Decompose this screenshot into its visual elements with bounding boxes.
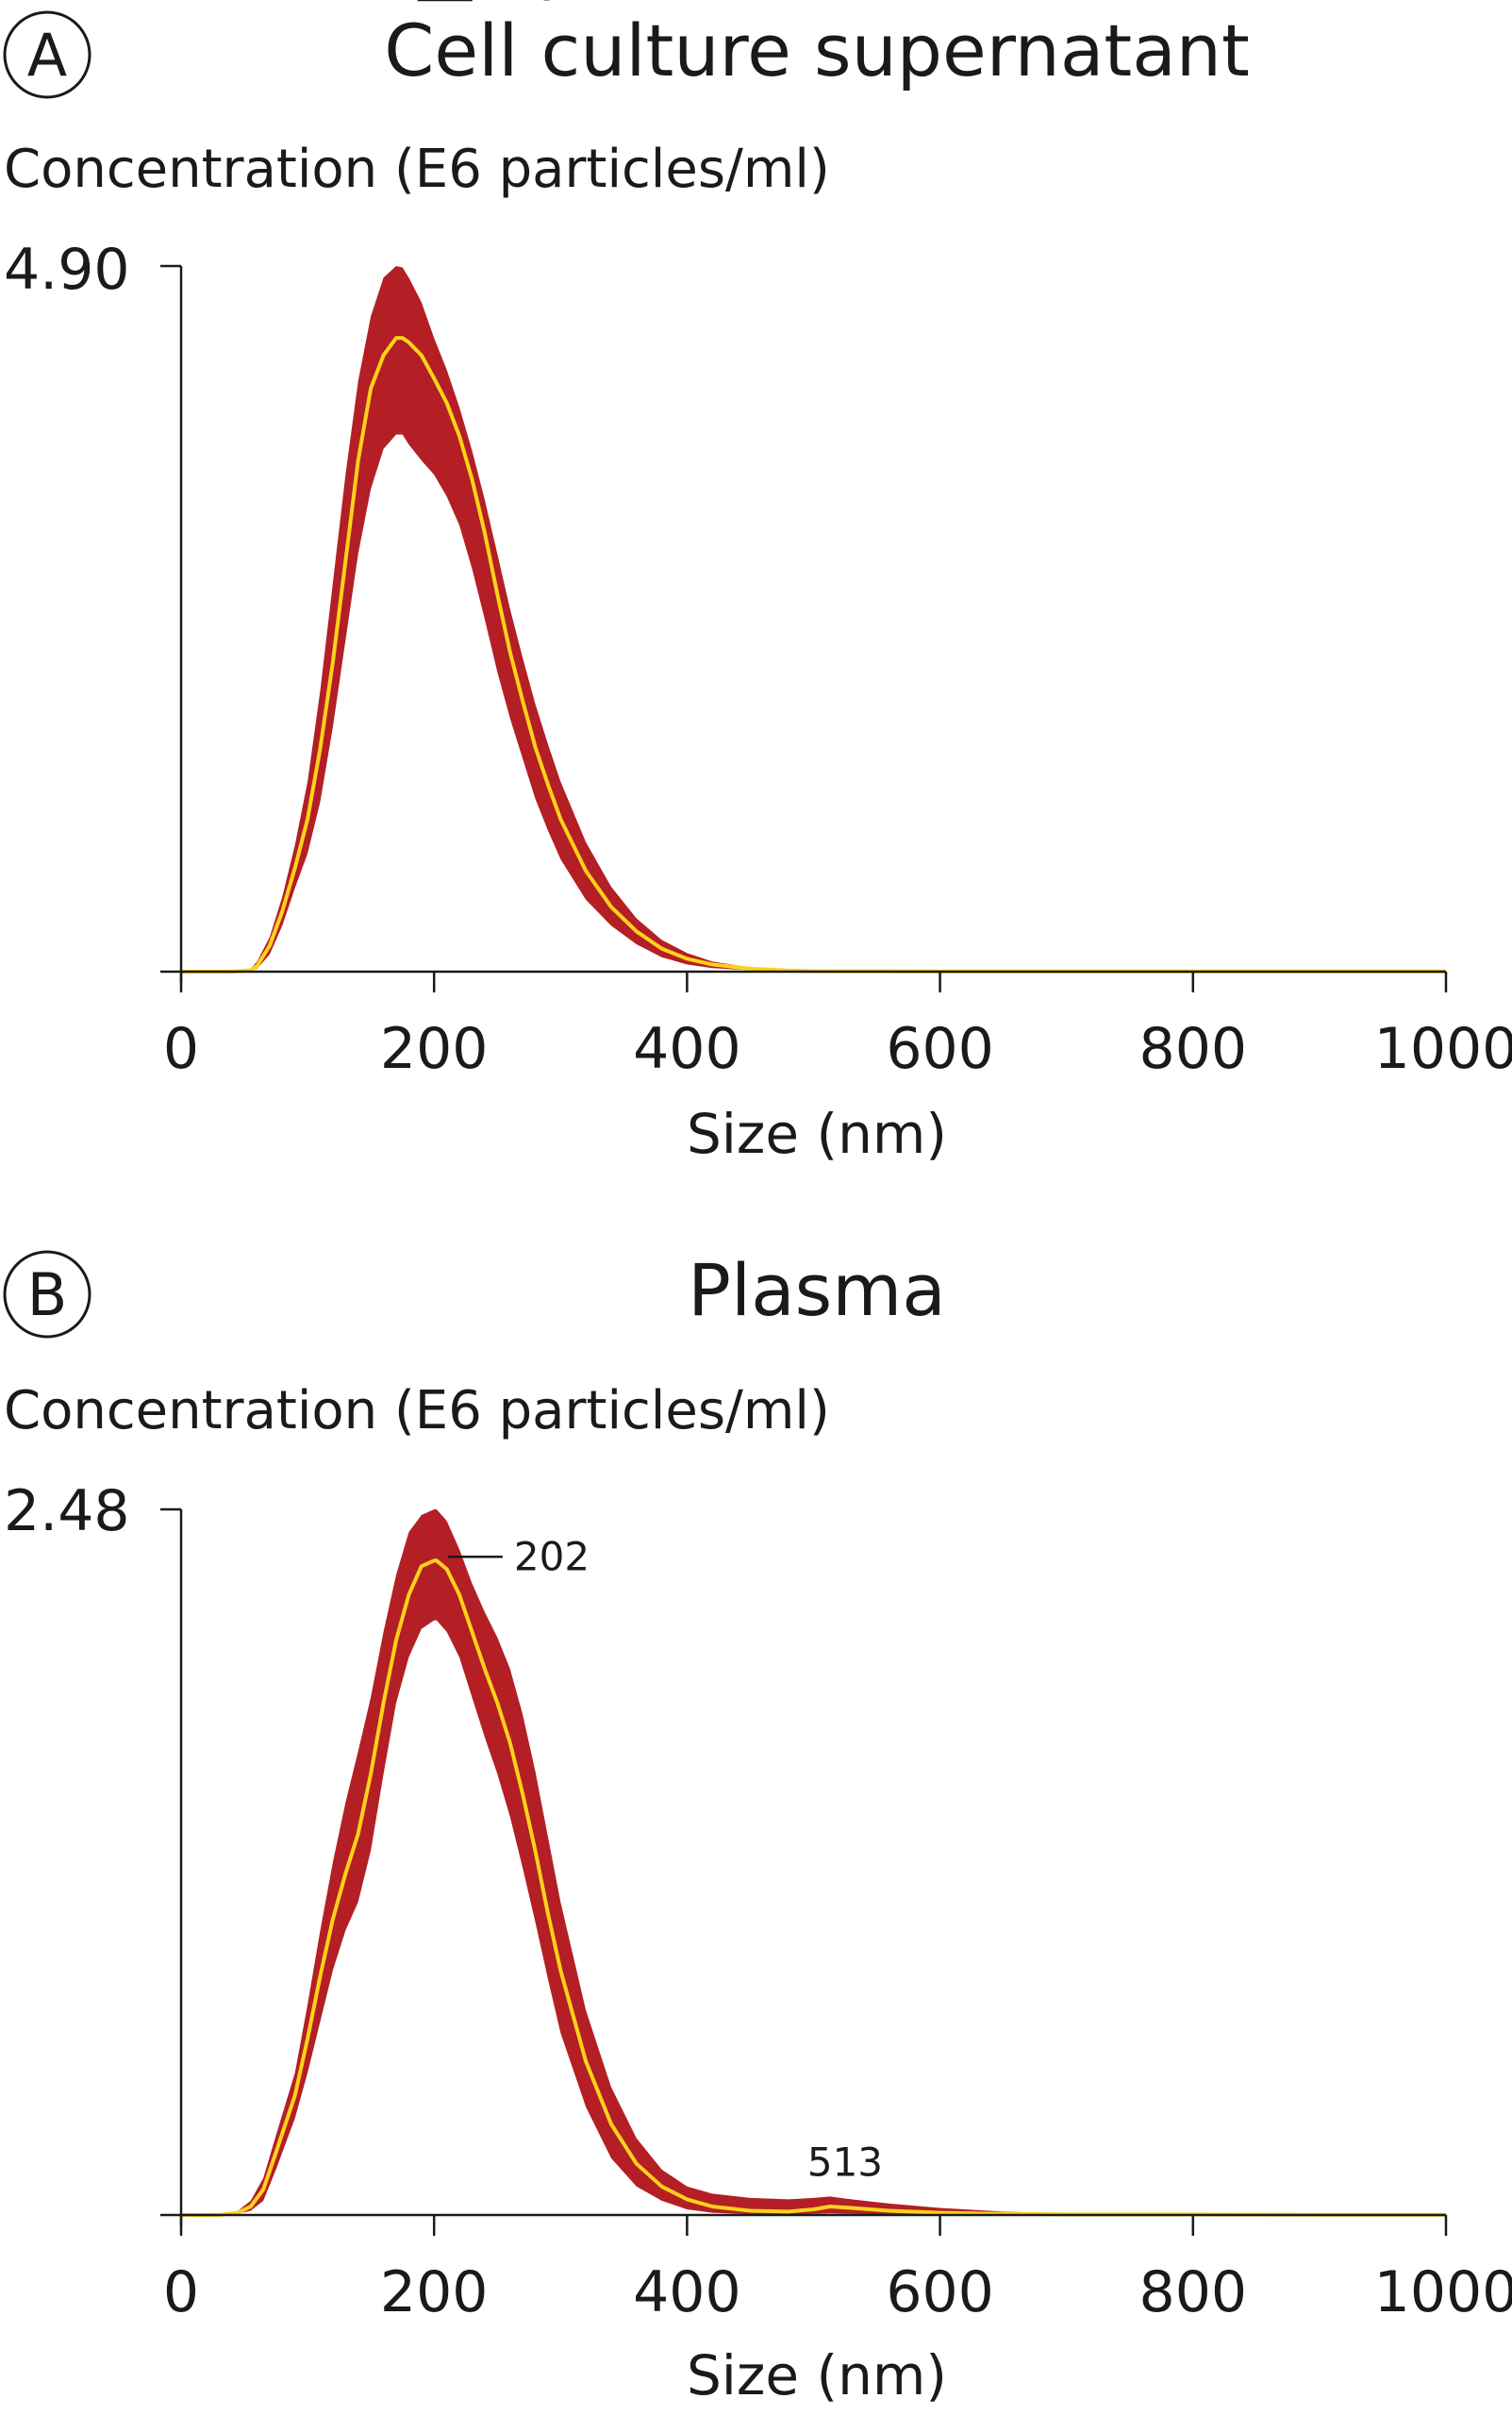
panel-a-y-max-label: 4.90 [4,237,130,303]
x-tick-label: 0 [163,1016,199,1082]
x-tick-label: 1000 [1374,1016,1512,1082]
x-tick-label: 400 [633,1016,741,1082]
panel-b-annotations: 202 513 [447,1533,883,2185]
panel-a-mean-line [181,336,1446,974]
x-tick-label: 0 [163,2259,199,2325]
x-tick-label: 800 [1139,1016,1248,1082]
panel-b-badge [3,1250,91,1339]
panel-a-y-axis-label: Concentration (E6 particles/ml) [4,139,830,200]
panel-b-y-max-label: 2.48 [4,1478,130,1544]
panel-b: B Plasma Concentration (E6 particles/ml)… [3,1248,1512,2407]
panel-b-y-axis-label: Concentration (E6 particles/ml) [4,1380,830,1441]
panel-b-title: Plasma [688,1248,946,1332]
x-tick-label: 600 [886,2259,994,2325]
peak-label: 513 [807,2139,883,2185]
peak-label: 178 [484,0,559,9]
panel-a-x-axis-label: Size (nm) [687,1102,947,1166]
x-tick-label: 200 [380,2259,489,2325]
panel-b-x-axis-label: Size (nm) [687,2343,947,2407]
panel-a-x-ticks: 0 200 400 600 800 1000 [163,972,1512,1082]
panel-b-x-ticks: 0 200 400 600 800 1000 [163,2215,1512,2325]
panel-b-band-area [181,1509,1446,2215]
panel-a-letter: A [27,21,67,90]
panel-a-annotations: 178 [417,0,559,9]
panel-b-mean-line [181,1558,1446,2217]
peak-label: 202 [514,1533,590,1579]
panel-a-band-area [181,266,1446,972]
panel-a-badge [3,10,91,99]
x-tick-label: 400 [633,2259,741,2325]
x-tick-label: 200 [380,1016,489,1082]
panel-a: A Cell culture supernatant Concentration… [3,0,1512,1166]
x-tick-label: 600 [886,1016,994,1082]
panel-a-title: Cell culture supernatant [384,8,1250,92]
x-tick-label: 1000 [1374,2259,1512,2325]
panel-b-letter: B [27,1260,68,1329]
x-tick-label: 800 [1139,2259,1248,2325]
